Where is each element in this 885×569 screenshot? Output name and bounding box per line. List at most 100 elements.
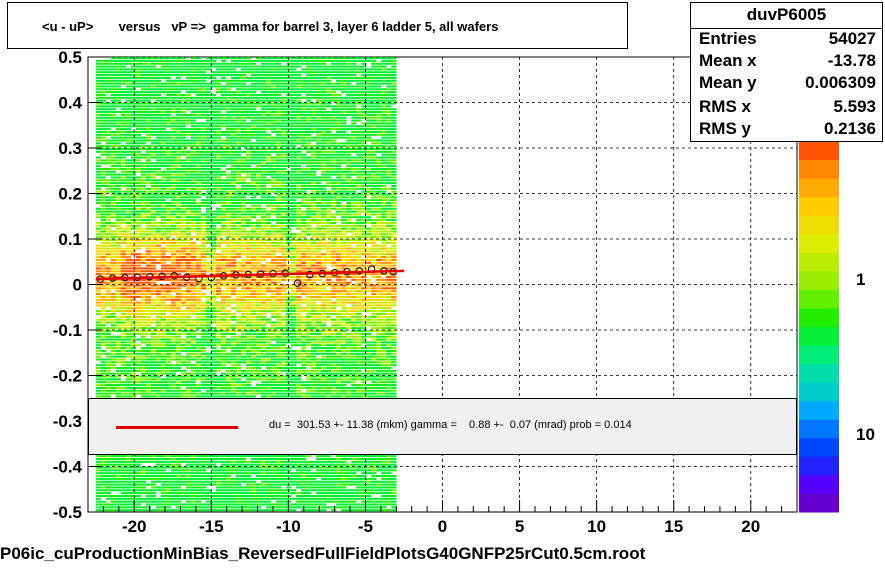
heatmap-cell [221,336,226,338]
heatmap-cell [111,196,116,198]
heatmap-cell [101,205,106,207]
heatmap-cell [126,188,131,190]
heatmap-cell [231,91,236,93]
heatmap-cell [206,378,211,380]
heatmap-cell [146,151,151,153]
heatmap-cell [231,142,236,144]
heatmap-cell [121,265,126,267]
heatmap-cell [241,134,246,136]
heatmap-cell [211,60,216,62]
heatmap-cell [126,245,131,247]
heatmap-cell [211,176,216,178]
heatmap-cell [251,327,256,329]
heatmap-cell [146,316,151,318]
heatmap-cell [111,114,116,116]
heatmap-cell [256,85,261,87]
heatmap-cell [146,458,151,460]
heatmap-cell [111,384,116,386]
heatmap-cell [166,230,171,232]
heatmap-cell [181,296,186,298]
heatmap-cell [231,179,236,181]
heatmap-cell [166,356,171,358]
heatmap-cell [101,176,106,178]
heatmap-cell [176,253,181,255]
heatmap-cell [121,165,126,167]
heatmap-cell [216,63,221,65]
heatmap-cell [156,117,161,119]
heatmap-cell [226,128,231,130]
heatmap-cell [181,134,186,136]
heatmap-cell [231,114,236,116]
heatmap-cell [196,321,201,323]
heatmap-cell [141,191,146,193]
heatmap-cell [121,162,126,164]
heatmap-cell [176,117,181,119]
heatmap-cell [146,256,151,258]
heatmap-cell [146,498,151,500]
heatmap-cell [101,350,106,352]
heatmap-cell [241,97,246,99]
heatmap-cell [186,248,191,250]
heatmap-cell [156,478,161,480]
heatmap-cell [126,455,131,457]
heatmap-cell [176,339,181,341]
heatmap-cell [251,390,256,392]
heatmap-cell [226,304,231,306]
heatmap-cell [131,461,136,463]
heatmap-cell [206,242,211,244]
heatmap-cell [231,279,236,281]
heatmap-cell [121,455,126,457]
heatmap-cell [246,492,251,494]
heatmap-cell [166,489,171,491]
heatmap-cell [106,267,111,269]
heatmap-cell [151,66,156,68]
heatmap-cell [206,472,211,474]
heatmap-cell [106,472,111,474]
heatmap-cell [96,230,101,232]
heatmap-cell [136,393,141,395]
heatmap-cell [226,486,231,488]
heatmap-cell [136,74,141,76]
heatmap-cell [161,242,166,244]
heatmap-cell [181,114,186,116]
heatmap-cell [106,216,111,218]
heatmap-cell [186,242,191,244]
heatmap-cell [106,179,111,181]
heatmap-cell [161,211,166,213]
heatmap-cell [256,484,261,486]
heatmap-cell [246,77,251,79]
heatmap-cell [131,287,136,289]
heatmap-cell [171,367,176,369]
heatmap-cell [246,162,251,164]
heatmap-cell [151,478,156,480]
heatmap-cell [116,299,121,301]
heatmap-cell [131,100,136,102]
heatmap-cell [96,111,101,113]
heatmap-cell [131,139,136,141]
heatmap-cell [181,475,186,477]
heatmap-cell [231,287,236,289]
heatmap-cell [251,489,256,491]
heatmap-cell [116,120,121,122]
heatmap-cell [136,168,141,170]
heatmap-cell [176,356,181,358]
heatmap-cell [251,137,256,139]
heatmap-cell [151,378,156,380]
heatmap-cell [96,216,101,218]
heatmap-cell [191,492,196,494]
heatmap-cell [236,208,241,210]
heatmap-cell [116,145,121,147]
heatmap-cell [201,165,206,167]
heatmap-cell [241,171,246,173]
heatmap-cell [181,256,186,258]
heatmap-cell [121,481,126,483]
heatmap-cell [106,188,111,190]
heatmap-cell [171,378,176,380]
heatmap-cell [161,205,166,207]
heatmap-cell [236,85,241,87]
heatmap-cell [206,498,211,500]
heatmap-cell [256,341,261,343]
heatmap-cell [236,108,241,110]
heatmap-cell [161,137,166,139]
heatmap-cell [176,137,181,139]
